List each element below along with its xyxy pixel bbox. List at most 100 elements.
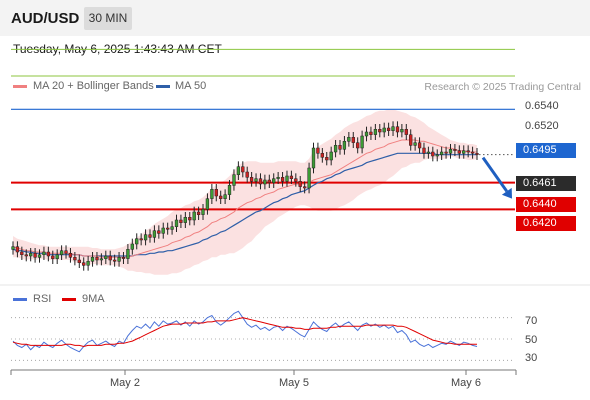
rsi-ma9-line [12, 317, 477, 348]
candle-down [20, 251, 24, 255]
price-tag-0-6420: 0.6420 [516, 216, 576, 231]
candle-up [342, 141, 347, 150]
ma50-legend-swatch [156, 85, 170, 88]
candle-down [294, 178, 298, 182]
candle-down [77, 259, 81, 263]
rsi-tick-50: 50 [525, 334, 538, 346]
candle-down [95, 257, 99, 261]
candle-down [121, 257, 126, 259]
candle-down [378, 129, 382, 133]
bollinger-band [13, 109, 477, 275]
candle-up [11, 246, 15, 250]
candle-up [210, 189, 214, 199]
candle-up [263, 179, 267, 185]
candle-up [413, 142, 417, 146]
candle-down [249, 177, 254, 182]
candle-down [395, 126, 400, 133]
candle-down [241, 166, 245, 173]
candle-up [311, 147, 316, 169]
instrument-title: AUD/USD [11, 10, 80, 27]
forecast-arrow-head [501, 187, 512, 199]
candle-down [196, 211, 201, 215]
candle-down [108, 255, 112, 261]
price-tag-0-6440: 0.6440 [516, 197, 576, 212]
candle-up [364, 131, 369, 137]
level-label-0-6520: 0.6520 [525, 120, 559, 132]
candle-up [382, 127, 386, 133]
candle-down [417, 142, 422, 149]
candle-up [435, 154, 439, 157]
candle-down [320, 153, 324, 158]
candle-up [183, 217, 187, 223]
candle-up [192, 211, 196, 221]
candles [11, 121, 479, 271]
candle-down [470, 151, 475, 154]
candle-down [219, 195, 223, 199]
moving-averages [12, 139, 477, 258]
candle-up [333, 145, 338, 153]
candle-up [117, 257, 121, 262]
candle-up [272, 178, 276, 183]
candle-down [280, 177, 285, 182]
candle-down [139, 238, 143, 241]
candle-down [386, 127, 391, 131]
candle-up [170, 226, 174, 230]
candle-down [214, 189, 218, 197]
forecast-arrow-shaft [481, 156, 509, 193]
candle-down [303, 186, 307, 189]
candle-down [245, 171, 249, 178]
candle-up [373, 129, 378, 135]
candle-up [400, 129, 404, 133]
rsi-line [12, 310, 478, 353]
candle-up [391, 126, 395, 131]
candle-down [338, 145, 342, 150]
candle-down [325, 157, 329, 161]
candle-down [33, 253, 37, 258]
candle-up [130, 243, 134, 250]
candle-down [148, 234, 152, 238]
time-axis [10, 369, 517, 375]
candle-up [126, 249, 130, 259]
candle-down [457, 150, 461, 154]
candle-down [51, 255, 55, 259]
candle-down [298, 181, 302, 187]
rsi-legend-label: RSI [33, 293, 52, 305]
rsi-tick-30: 30 [525, 352, 538, 364]
candle-down [356, 142, 360, 149]
forecast-arrow [481, 156, 512, 199]
candle-down [15, 246, 20, 253]
candle-up [223, 194, 227, 199]
candle-down [64, 250, 68, 254]
candle-up [276, 177, 280, 179]
candle-up [161, 227, 165, 234]
candle-up [104, 255, 108, 259]
candle-down [409, 134, 413, 146]
candle-down [422, 147, 426, 154]
candle-up [59, 250, 64, 255]
candle-up [29, 253, 33, 257]
candle-up [99, 258, 104, 261]
ma20-legend-swatch [13, 85, 27, 88]
rsi-panel [0, 284, 590, 361]
rsi-tick-70: 70 [525, 315, 538, 327]
candle-down [68, 253, 73, 258]
candle-down [351, 137, 355, 143]
ma20-line [12, 139, 477, 258]
candle-down [46, 251, 51, 257]
candle-down [258, 178, 263, 185]
candle-up [152, 230, 157, 238]
candle-down [112, 259, 117, 262]
candle-down [453, 149, 457, 151]
x-tick-may-5: May 5 [279, 377, 309, 389]
candle-up [37, 254, 42, 258]
candle-down [369, 131, 373, 135]
x-tick-may-2: May 2 [110, 377, 140, 389]
candle-down [289, 175, 294, 179]
timeframe-badge[interactable]: 30 MIN [84, 7, 132, 30]
candle-down [24, 254, 28, 257]
ma20-legend-label: MA 20 + Bollinger Bands [33, 80, 154, 92]
candle-up [135, 238, 139, 245]
candle-down [404, 129, 408, 135]
candle-down [316, 147, 320, 154]
